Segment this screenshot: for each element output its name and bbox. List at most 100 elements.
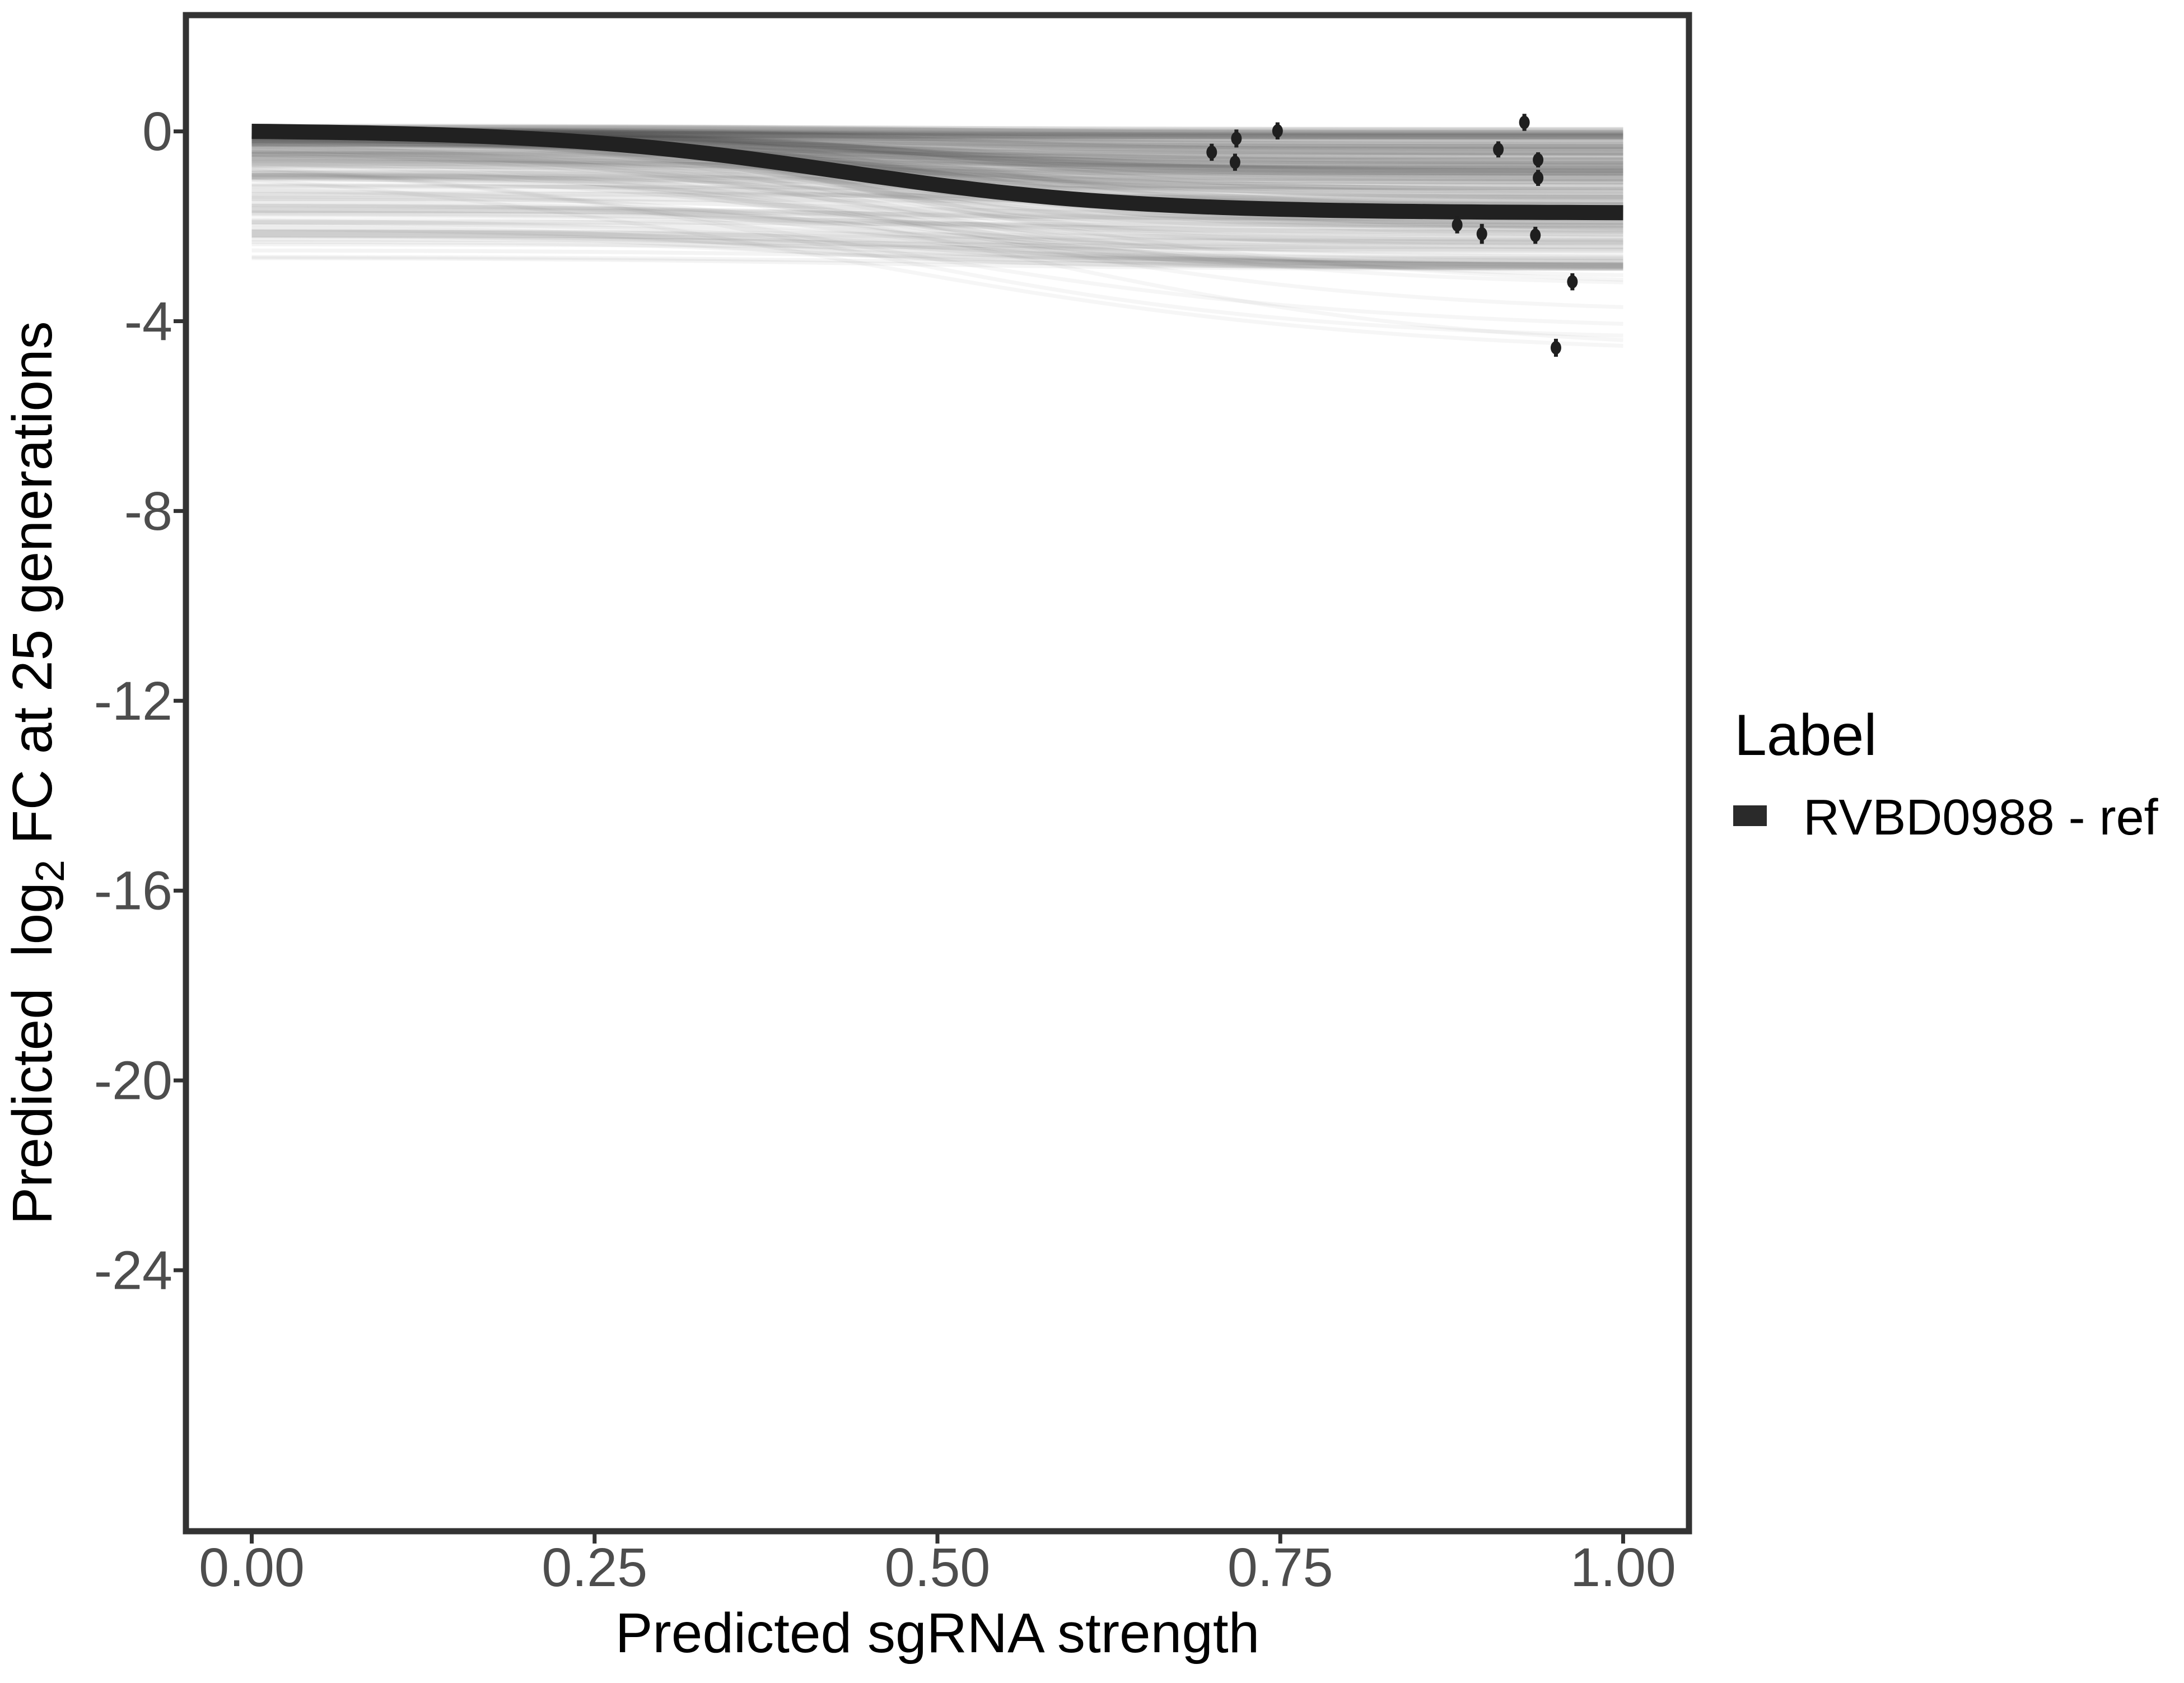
data-point bbox=[1533, 170, 1544, 187]
y-tick-label: 0 bbox=[142, 101, 172, 162]
point-marker bbox=[1206, 145, 1217, 159]
ensemble-curve bbox=[251, 231, 1623, 264]
ensemble-curve bbox=[251, 123, 1623, 139]
ensemble-curve bbox=[251, 165, 1623, 176]
ensemble-curve bbox=[251, 144, 1623, 165]
x-axis-ticks: 0.00 0.25 0.50 0.75 1.00 bbox=[199, 1531, 1676, 1598]
ensemble-curve bbox=[251, 206, 1623, 225]
x-tick-label: 1.00 bbox=[1570, 1537, 1676, 1598]
ensemble-curve bbox=[251, 218, 1623, 269]
ensemble-curve bbox=[251, 144, 1623, 282]
ensemble-curve bbox=[251, 141, 1623, 150]
ensemble-curve bbox=[251, 143, 1623, 243]
ensemble-curve bbox=[251, 203, 1623, 222]
ensemble-curve bbox=[251, 160, 1623, 182]
ensemble-curve bbox=[251, 171, 1623, 181]
ensemble-curve bbox=[251, 166, 1623, 326]
ensemble-curve bbox=[251, 192, 1623, 204]
ensemble-curve bbox=[251, 142, 1623, 165]
point-marker bbox=[1493, 142, 1504, 156]
ensemble-curve bbox=[251, 200, 1623, 263]
point-marker bbox=[1476, 227, 1487, 241]
ensemble-curve bbox=[251, 152, 1623, 185]
ensemble-curve bbox=[251, 150, 1623, 309]
ensemble-curve bbox=[251, 145, 1623, 160]
legend: Label RVBD0988 - ref bbox=[1733, 703, 2159, 846]
data-point bbox=[1519, 114, 1530, 131]
y-tick-label: -4 bbox=[124, 291, 172, 352]
ensemble-curve bbox=[251, 171, 1623, 253]
point-marker bbox=[1533, 153, 1544, 167]
data-point bbox=[1493, 141, 1504, 158]
ensemble-curve bbox=[251, 152, 1623, 162]
x-tick-label: 0.75 bbox=[1228, 1537, 1333, 1598]
ensemble-curve bbox=[251, 240, 1623, 269]
data-point bbox=[1550, 338, 1561, 357]
ensemble-curve bbox=[251, 152, 1623, 179]
ensemble-curve bbox=[251, 230, 1623, 247]
point-marker bbox=[1519, 115, 1530, 129]
ensemble-curve bbox=[251, 151, 1623, 182]
ensemble-curve bbox=[251, 158, 1623, 167]
point-marker bbox=[1452, 218, 1463, 232]
y-axis-title-pre: Predicted log bbox=[1, 882, 64, 1224]
ensemble-curve bbox=[251, 149, 1623, 199]
data-point bbox=[1206, 143, 1217, 161]
ensemble-curve bbox=[251, 165, 1623, 234]
ensemble-curve bbox=[251, 155, 1623, 260]
y-tick-label: -24 bbox=[94, 1240, 172, 1301]
ensemble-curve bbox=[251, 256, 1623, 271]
ensemble-curve bbox=[251, 168, 1623, 338]
point-marker bbox=[1229, 155, 1240, 169]
point-marker bbox=[1272, 124, 1283, 138]
data-point bbox=[1530, 226, 1541, 244]
ensemble-curve bbox=[251, 204, 1623, 257]
x-tick-label: 0.25 bbox=[542, 1537, 647, 1598]
point-marker bbox=[1567, 275, 1578, 289]
y-tick-label: -16 bbox=[94, 860, 172, 921]
legend-key-swatch bbox=[1733, 805, 1767, 826]
ensemble-curve bbox=[251, 223, 1623, 264]
ensemble-curve bbox=[251, 220, 1623, 227]
point-marker bbox=[1550, 341, 1561, 355]
ensemble-curve bbox=[251, 236, 1623, 249]
ensemble-curve bbox=[251, 242, 1623, 251]
data-points bbox=[1206, 114, 1578, 357]
ensemble-curve bbox=[251, 161, 1623, 342]
ensemble-curve bbox=[251, 173, 1623, 244]
ensemble-curve bbox=[251, 188, 1623, 268]
ensemble-curve bbox=[251, 150, 1623, 160]
data-point bbox=[1476, 223, 1487, 244]
y-axis-title-post: FC at 25 generations bbox=[1, 321, 64, 860]
ensemble-curve bbox=[251, 160, 1623, 175]
data-point bbox=[1229, 153, 1240, 171]
y-tick-label: -12 bbox=[94, 670, 172, 731]
point-marker bbox=[1533, 171, 1544, 185]
ensemble-curve bbox=[251, 153, 1623, 173]
ensemble-curve bbox=[251, 136, 1623, 245]
ensemble-curve bbox=[251, 173, 1623, 271]
ensemble-curve bbox=[251, 218, 1623, 270]
data-point bbox=[1533, 152, 1544, 167]
ensemble-curve bbox=[251, 210, 1623, 237]
ensemble-curve bbox=[251, 150, 1623, 199]
ensemble-curve bbox=[251, 255, 1623, 267]
ensemble-curve bbox=[251, 170, 1623, 187]
x-tick-label: 0.50 bbox=[885, 1537, 991, 1598]
y-axis-title: Predicted log2 FC at 25 generations bbox=[1, 321, 73, 1224]
y-axis-ticks: 0 -4 -8 -12 -16 -20 -24 bbox=[94, 101, 186, 1301]
point-marker bbox=[1231, 132, 1242, 146]
data-point bbox=[1231, 129, 1242, 148]
ensemble-curve bbox=[251, 248, 1623, 263]
point-marker bbox=[1530, 229, 1541, 243]
ensemble-curve bbox=[251, 197, 1623, 271]
ensemble-curve bbox=[251, 139, 1623, 194]
ensemble-curve bbox=[251, 123, 1623, 141]
ensemble-curve bbox=[251, 178, 1623, 348]
data-point bbox=[1567, 273, 1578, 291]
data-point bbox=[1452, 216, 1463, 234]
ensemble-curve bbox=[251, 144, 1623, 156]
ensemble-curve bbox=[251, 140, 1623, 175]
legend-item-label: RVBD0988 - ref bbox=[1803, 790, 2159, 846]
